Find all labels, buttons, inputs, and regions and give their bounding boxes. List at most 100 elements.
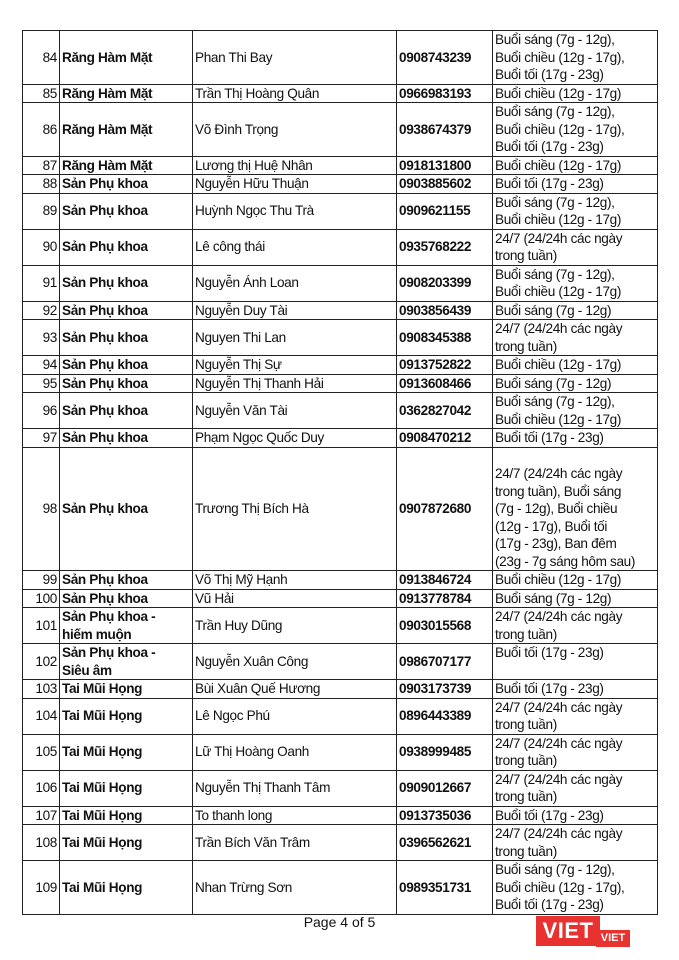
- table-row: 95 Sản Phụ khoa Nguyễn Thị Thanh Hải 091360…: [22, 373, 658, 393]
- schedule-cell: Buổi sáng (7g - 12g), Buổi chiều (12g - …: [492, 30, 658, 85]
- doctor-name-cell: Bùi Xuân Quế Hương: [192, 679, 397, 699]
- specialty-cell: Tai Mũi Họng: [59, 733, 193, 771]
- schedule-cell: Buổi sáng (7g - 12g), Buổi chiều (12g - …: [492, 102, 658, 157]
- row-number: 101: [22, 607, 60, 644]
- doctor-name-cell: Nguyễn Thị Thanh Tâm: [192, 769, 397, 807]
- row-number: 100: [22, 588, 60, 608]
- specialty-cell: Sản Phụ khoa: [59, 355, 193, 375]
- row-number: 106: [22, 769, 60, 807]
- table-row: 107 Tai Mũi Họng To thanh long 0913735036 Bu…: [22, 805, 658, 825]
- specialty-cell: Sản Phụ khoa: [59, 588, 193, 608]
- phone-cell: 0908743239: [396, 30, 493, 85]
- schedule-cell: Buổi sáng (7g - 12g): [492, 300, 658, 320]
- specialty-cell: Tai Mũi Họng: [59, 769, 193, 807]
- table-row: 91 Sản Phụ khoa Nguyễn Ánh Loan 0908203399 B…: [22, 264, 658, 302]
- table-row: 109 Tai Mũi Họng Nhan Trừng Sơn 0989351731 B…: [22, 860, 658, 915]
- table-row: 105 Tai Mũi Họng Lữ Thị Hoàng Oanh 09389994…: [22, 733, 658, 771]
- schedule-cell: Buổi chiều (12g - 17g): [492, 155, 658, 175]
- specialty-cell: Sản Phụ khoa: [59, 228, 193, 266]
- schedule-cell: Buổi sáng (7g - 12g), Buổi chiều (12g - …: [492, 392, 658, 429]
- specialty-cell: Sản Phụ khoa: [59, 192, 193, 230]
- specialty-cell: Sản Phụ khoa: [59, 570, 193, 590]
- doctor-name-cell: Lữ Thị Hoàng Oanh: [192, 733, 397, 771]
- row-number: 85: [22, 83, 60, 103]
- schedule-cell: Buổi tối (17g - 23g): [492, 174, 658, 194]
- specialty-cell: Sản Phụ khoa - Siêu âm: [59, 643, 193, 680]
- doctor-name-cell: Võ Thị Mỹ Hạnh: [192, 570, 397, 590]
- phone-cell: 0909012667: [396, 769, 493, 807]
- schedule-cell: Buổi sáng (7g - 12g), Buổi chiều (12g - …: [492, 192, 658, 230]
- phone-cell: 0909621155: [396, 192, 493, 230]
- doctor-name-cell: Lương thị Huệ Nhân: [192, 155, 397, 175]
- doctor-name-cell: Trần Huy Dũng: [192, 607, 397, 644]
- row-number: 109: [22, 860, 60, 915]
- schedule-cell: Buổi tối (17g - 23g): [492, 805, 658, 825]
- table-row: 96 Sản Phụ khoa Nguyễn Văn Tài 0362827042 Bu…: [22, 392, 658, 429]
- doctor-name-cell: Nguyễn Xuân Công: [192, 643, 397, 680]
- specialty-cell: Răng Hàm Mặt: [59, 155, 193, 175]
- row-number: 90: [22, 228, 60, 266]
- logo-main: VIET: [536, 916, 600, 946]
- row-number: 91: [22, 264, 60, 302]
- row-number: 86: [22, 102, 60, 157]
- doctor-name-cell: Nguyễn Thị Sự: [192, 355, 397, 375]
- schedule-cell: 24/7 (24/24h các ngày trong tuần): [492, 697, 658, 735]
- specialty-cell: Sản Phụ khoa: [59, 319, 193, 356]
- specialty-cell: Tai Mũi Họng: [59, 824, 193, 861]
- row-number: 102: [22, 643, 60, 680]
- table-row: 92 Sản Phụ khoa Nguyễn Duy Tài 0903856439 Bu…: [22, 300, 658, 320]
- table-row: 85 Răng Hàm Mặt Trần Thị Hoàng Quân 0966983…: [22, 83, 658, 103]
- phone-cell: 0903856439: [396, 300, 493, 320]
- doctor-name-cell: Lê Ngọc Phú: [192, 697, 397, 735]
- schedule-cell: Buổi tối (17g - 23g): [492, 679, 658, 699]
- table-row: 97 Sản Phụ khoa Phạm Ngọc Quốc Duy 09084702…: [22, 428, 658, 448]
- row-number: 97: [22, 428, 60, 448]
- doctor-name-cell: Phan Thi Bay: [192, 30, 397, 85]
- schedule-cell: Buổi chiều (12g - 17g): [492, 83, 658, 103]
- phone-cell: 0908203399: [396, 264, 493, 302]
- schedule-cell: Buổi sáng (7g - 12g): [492, 588, 658, 608]
- doctor-name-cell: Trương Thị Bích Hà: [192, 446, 397, 571]
- phone-cell: 0903173739: [396, 679, 493, 699]
- specialty-cell: Sản Phụ khoa: [59, 446, 193, 571]
- doctor-name-cell: Vũ Hải: [192, 588, 397, 608]
- schedule-cell: 24/7 (24/24h các ngày trong tuần): [492, 733, 658, 771]
- doctor-name-cell: Huỳnh Ngọc Thu Trà: [192, 192, 397, 230]
- specialty-cell: Răng Hàm Mặt: [59, 30, 193, 85]
- schedule-cell: Buổi tối (17g - 23g): [492, 643, 658, 680]
- specialty-cell: Sản Phụ khoa: [59, 428, 193, 448]
- table-row: 104 Tai Mũi Họng Lê Ngọc Phú 0896443389 24/7…: [22, 697, 658, 735]
- row-number: 92: [22, 300, 60, 320]
- phone-cell: 0938999485: [396, 733, 493, 771]
- doctor-name-cell: Võ Đình Trọng: [192, 102, 397, 157]
- row-number: 95: [22, 373, 60, 393]
- row-number: 84: [22, 30, 60, 85]
- table-row: 84 Răng Hàm Mặt Phan Thi Bay 0908743239 Buổi…: [22, 30, 658, 85]
- schedule-cell: Buổi sáng (7g - 12g): [492, 373, 658, 393]
- phone-cell: 0396562621: [396, 824, 493, 861]
- table-row: 94 Sản Phụ khoa Nguyễn Thị Sự 0913752822 Buổ…: [22, 355, 658, 375]
- specialty-cell: Sản Phụ khoa: [59, 373, 193, 393]
- table-row: 106 Tai Mũi Họng Nguyễn Thị Thanh Tâm 09090…: [22, 769, 658, 807]
- doctor-name-cell: Nguyễn Ánh Loan: [192, 264, 397, 302]
- specialty-cell: Sản Phụ khoa: [59, 264, 193, 302]
- table-row: 99 Sản Phụ khoa Võ Thị Mỹ Hạnh 0913846724 Bu…: [22, 570, 658, 590]
- specialty-cell: Sản Phụ khoa: [59, 300, 193, 320]
- row-number: 98: [22, 446, 60, 571]
- doctor-name-cell: Nguyễn Thị Thanh Hải: [192, 373, 397, 393]
- table-row: 108 Tai Mũi Họng Trần Bích Văn Trâm 0396562…: [22, 824, 658, 861]
- doctor-name-cell: Nhan Trừng Sơn: [192, 860, 397, 915]
- doctor-name-cell: To thanh long: [192, 805, 397, 825]
- schedule-cell: Buổi chiều (12g - 17g): [492, 570, 658, 590]
- doctor-name-cell: Trần Bích Văn Trâm: [192, 824, 397, 861]
- phone-cell: 0903885602: [396, 174, 493, 194]
- vietnamnet-logo: VIET VIET: [536, 912, 636, 952]
- table-row: 90 Sản Phụ khoa Lê công thái 0935768222 24/7…: [22, 228, 658, 266]
- doctor-name-cell: Nguyen Thi Lan: [192, 319, 397, 356]
- table-row: 86 Răng Hàm Mặt Võ Đình Trọng 0938674379 Buổ…: [22, 102, 658, 157]
- row-number: 87: [22, 155, 60, 175]
- schedule-cell: Buổi tối (17g - 23g): [492, 428, 658, 448]
- phone-cell: 0913608466: [396, 373, 493, 393]
- table-row: 93 Sản Phụ khoa Nguyen Thi Lan 0908345388 24…: [22, 319, 658, 356]
- row-number: 96: [22, 392, 60, 429]
